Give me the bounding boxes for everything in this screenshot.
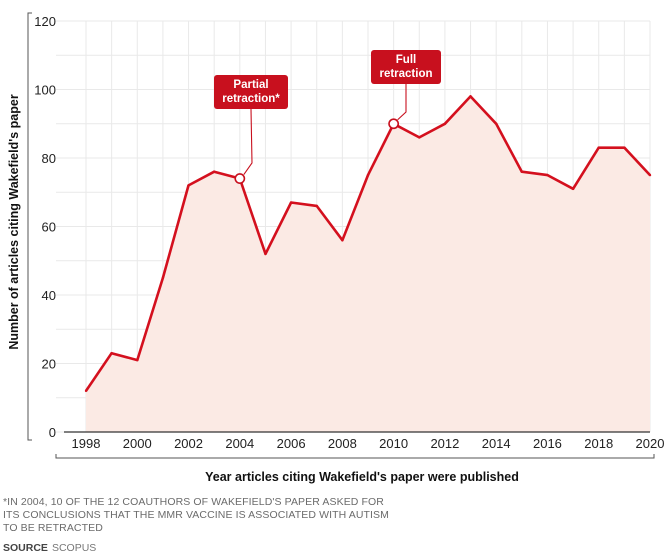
x-tick-label: 2000	[123, 436, 152, 451]
data-point	[315, 204, 318, 208]
annotation-marker	[234, 173, 246, 184]
annotation-label: Partial	[233, 79, 268, 91]
data-point	[289, 201, 293, 204]
line-chart: 0 20 40 60 80 100 120 1998 2000 2002 2004 2006 2008…	[7, 12, 665, 484]
annotation-leader	[397, 84, 407, 121]
x-tick-label: 2020	[636, 436, 665, 451]
x-tick-label: 2018	[584, 436, 613, 451]
data-point	[648, 173, 652, 177]
annotation-leader	[243, 108, 253, 175]
x-tick-label: 2004	[225, 436, 254, 451]
y-axis-bracket	[27, 12, 32, 441]
data-point	[110, 352, 113, 355]
source-line: SOURCE SCOPUS	[3, 542, 96, 554]
area-fill	[86, 96, 650, 433]
annotations: Partial retraction* Full retraction	[214, 50, 441, 184]
x-tick-label: 2016	[533, 436, 562, 451]
x-axis-bracket	[55, 454, 655, 459]
data-point	[623, 146, 626, 149]
y-tick-label: 80	[42, 151, 56, 166]
data-point	[136, 358, 139, 362]
y-tick-label: 100	[34, 83, 56, 98]
annotation-label: Full	[396, 54, 416, 66]
data-point	[212, 170, 216, 173]
data-point	[469, 95, 472, 98]
annotation-box	[371, 50, 441, 84]
data-point	[187, 184, 190, 187]
annotation-label: retraction	[379, 68, 432, 80]
annotation-callout: Full retraction	[371, 50, 441, 130]
x-tick-label: 2012	[430, 436, 459, 451]
y-tick-label: 60	[42, 220, 56, 235]
series-line	[84, 95, 652, 393]
area-shape	[86, 96, 650, 433]
data-point	[520, 170, 524, 173]
x-tick-labels: 1998 2000 2002 2004 2006 2008 2010 2012 2014 2016…	[72, 436, 665, 451]
annotation-label: retraction*	[222, 93, 280, 105]
y-tick-label: 120	[34, 14, 56, 29]
data-point	[443, 122, 447, 125]
y-tick-label: 0	[49, 425, 56, 440]
data-point	[418, 136, 421, 139]
data-point	[546, 173, 549, 177]
y-tick-label: 40	[42, 288, 56, 303]
footnote: *In 2004, 10 of the 12 coauthors of Wake…	[3, 496, 389, 534]
axes	[27, 12, 655, 459]
x-tick-label: 2014	[482, 436, 511, 451]
x-tick-label: 2008	[328, 436, 357, 451]
data-point	[597, 146, 600, 149]
data-point	[264, 252, 267, 256]
data-point	[341, 239, 344, 242]
annotation-callout: Partial retraction*	[214, 75, 288, 184]
x-tick-label: 2002	[174, 436, 203, 451]
y-axis-title: Number of articles citing Wakefield's pa…	[7, 94, 21, 349]
annotation-box	[214, 75, 288, 109]
data-point	[571, 187, 575, 191]
data-point	[494, 122, 498, 125]
x-tick-label: 2006	[277, 436, 306, 451]
data-point	[161, 276, 165, 280]
source-value: SCOPUS	[51, 542, 97, 554]
source-label: SOURCE	[3, 542, 48, 554]
data-point	[366, 173, 370, 177]
x-tick-label: 2010	[379, 436, 408, 451]
annotation-marker	[388, 118, 400, 130]
x-tick-label: 1998	[72, 436, 101, 451]
data-point	[84, 389, 88, 393]
y-tick-label: 20	[42, 357, 56, 372]
x-axis-title: Year articles citing Wakefield's paper w…	[205, 470, 519, 484]
y-tick-labels: 0 20 40 60 80 100 120	[34, 14, 56, 440]
